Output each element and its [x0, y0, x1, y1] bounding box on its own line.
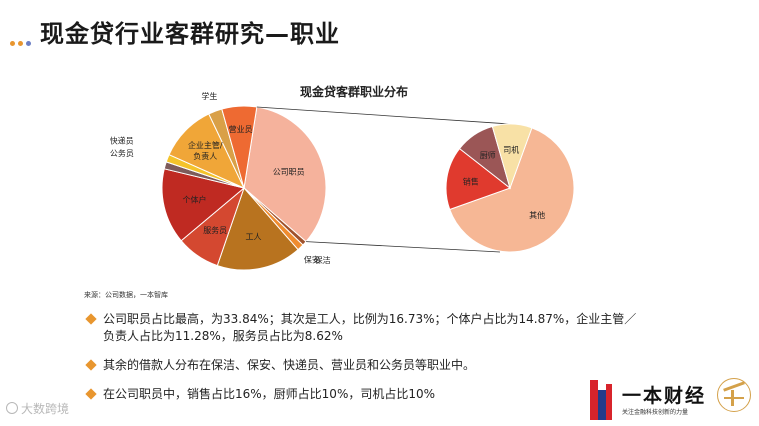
pie2-label-1: 销售	[463, 176, 479, 186]
brand-slogan: 关注金融科技创新的力量	[622, 409, 689, 416]
watermark-text: 大数跨境	[21, 402, 70, 416]
pie1-label-7: 快递员	[110, 135, 134, 145]
pie1-label-8: 企业主管/负责人	[188, 140, 223, 161]
pie1-label-1: 保洁	[315, 254, 331, 264]
watermark: 大数跨境	[6, 400, 69, 417]
pie2-label-3: 司机	[503, 144, 519, 154]
pie1-slice-0	[243, 106, 327, 243]
pie1-label-9: 学生	[201, 90, 217, 100]
pie1-label-3: 工人	[246, 232, 262, 241]
bullet-item-1: 公司职员占比最高，为33.84%；其次是工人，比例为16.73%；个体户占比为1…	[85, 311, 637, 345]
pie1-label-10: 营业员	[229, 124, 253, 134]
page-title: 现金贷行业客群研究—职业	[40, 20, 340, 48]
title-dot	[26, 41, 31, 46]
pie1-label-6: 公务员	[110, 147, 134, 157]
bullet-item-2: 其余的借款人分布在保洁、保安、快递员、营业员和公务员等职业中。	[85, 357, 476, 374]
title-decoration-dots	[10, 31, 34, 46]
pie1-label-0: 公司职员	[273, 167, 305, 176]
connector-line-top	[256, 106, 511, 125]
bullet-text: 其余的借款人分布在保洁、保安、快递员、营业员和公务员等职业中。	[103, 358, 476, 372]
pie2-slice-0	[449, 127, 575, 253]
brand-name: 一本财经	[622, 385, 707, 407]
pie1-slice-3	[216, 187, 299, 271]
connector-line-bottom	[306, 241, 501, 253]
chart-title: 现金贷客群职业分布	[300, 85, 409, 99]
bullet-diamond-icon	[85, 359, 97, 371]
pie1-label-5: 个体户	[183, 194, 207, 204]
brand-mark-icon	[590, 380, 614, 420]
pie2-slice-1	[445, 147, 512, 211]
bullet-diamond-icon	[85, 313, 97, 325]
brand-seal-icon	[717, 378, 751, 412]
title-dot	[10, 41, 15, 46]
pie2-label-2: 厨师	[480, 150, 496, 160]
bullet-text-line-1: 公司职员占比最高，为33.84%；其次是工人，比例为16.73%；个体户占比为1…	[103, 312, 637, 326]
pie2-slice-3	[491, 123, 533, 190]
source-note: 来源：公司数据，一本智库	[84, 291, 168, 299]
pie1-label-4: 服务员	[203, 224, 227, 234]
title-dot	[18, 41, 23, 46]
pie2-label-0: 其他	[529, 210, 545, 220]
watermark-icon	[6, 402, 18, 414]
brand-logo: 一本财经 关注金融科技创新的力量	[590, 378, 750, 422]
bullet-text-line-2: 负责人占比为11.28%，服务员占比为8.62%	[103, 329, 343, 343]
pie1-slice-5	[161, 168, 246, 242]
bullet-item-3: 在公司职员中，销售占比16%，厨师占比10%，司机占比10%	[85, 386, 436, 403]
pie1-label-2: 保安	[304, 254, 320, 264]
bullet-diamond-icon	[85, 388, 97, 400]
bullet-text: 在公司职员中，销售占比16%，厨师占比10%，司机占比10%	[103, 387, 436, 401]
